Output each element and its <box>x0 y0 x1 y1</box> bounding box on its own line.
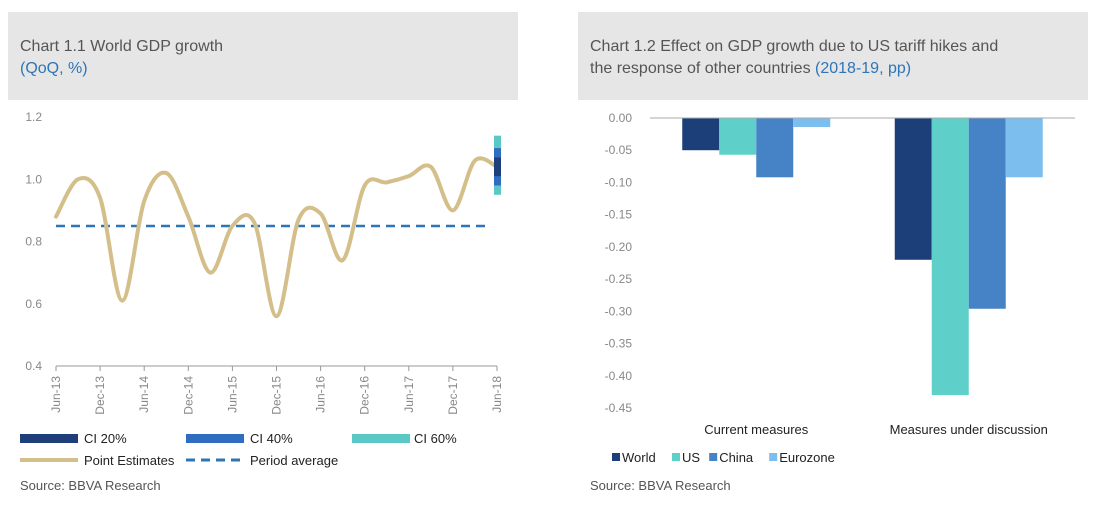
y-tick-label: -0.10 <box>605 175 633 189</box>
y-tick-label: -0.40 <box>605 369 633 383</box>
bar-us-discussion <box>931 118 969 396</box>
legend-label-china: China <box>719 450 754 465</box>
y-tick-label: 1.0 <box>25 172 42 186</box>
legend-label-ci20: CI 20% <box>84 431 127 446</box>
bar-china-discussion <box>968 118 1006 309</box>
legend-label-us: US <box>682 450 700 465</box>
legend-label-ci60: CI 60% <box>414 431 457 446</box>
legend-swatch-us <box>672 453 680 461</box>
chart-1-1-title-text: Chart 1.1 World GDP growth <box>20 38 224 55</box>
chart-1-2-title: Chart 1.2 Effect on GDP growth due to US… <box>590 36 998 80</box>
y-tick-label: -0.15 <box>605 208 633 222</box>
legend-swatch-ci40 <box>186 434 244 443</box>
bar-eurozone-discussion <box>1005 118 1043 178</box>
bar-us-current <box>719 118 757 155</box>
chart-1-2-panel: Chart 1.2 Effect on GDP growth due to US… <box>570 0 1098 508</box>
chart-1-1-title-box: Chart 1.1 World GDP growth (QoQ, %) <box>8 12 518 100</box>
x-tick-label: Jun-13 <box>49 376 63 413</box>
x-tick-label: Dec-16 <box>358 376 372 415</box>
legend-swatch-world <box>612 453 620 461</box>
legend-swatch-china <box>709 453 718 461</box>
bar-eurozone-current <box>793 118 831 128</box>
y-tick-label: 0.00 <box>609 111 633 125</box>
legend-swatch-eurozone <box>769 453 778 461</box>
point-estimates-line <box>54 156 499 319</box>
ci-band-ci20 <box>494 157 501 177</box>
chart-1-2-svg: 0.00 -0.05 -0.10 -0.15 -0.20 -0.25 -0.30 -0.35 -… <box>605 111 1075 465</box>
category-label: Current measures <box>704 422 809 437</box>
chart-1-2-title-box: Chart 1.2 Effect on GDP growth due to US… <box>578 12 1088 100</box>
chart-1-2-title-line2: the response of other countries <box>590 60 811 77</box>
bar-china-current <box>756 118 794 178</box>
y-tick-label: -0.45 <box>605 401 633 415</box>
bar-world-discussion <box>894 118 932 260</box>
chart-1-1-svg: 0.4 0.6 0.8 1.0 1.2 Jun-13 Dec-13 Jun-14 Dec-14… <box>20 110 504 468</box>
x-tick-label: Jun-17 <box>402 376 416 413</box>
x-tick-label: Jun-16 <box>314 376 328 413</box>
y-tick-label: -0.05 <box>605 143 633 157</box>
y-tick-label: -0.25 <box>605 272 633 286</box>
x-tick-label: Jun-15 <box>225 376 239 413</box>
legend-label-point-estimates: Point Estimates <box>84 453 175 468</box>
legend-label-period-average: Period average <box>250 453 338 468</box>
x-tick-label: Dec-14 <box>181 376 195 415</box>
category-label: Measures under discussion <box>890 422 1048 437</box>
legend-swatch-ci60 <box>352 434 410 443</box>
y-tick-label: 0.8 <box>25 235 42 249</box>
legend-label-eurozone: Eurozone <box>779 450 835 465</box>
y-tick-label: 0.4 <box>25 359 42 373</box>
y-tick-label: 1.2 <box>25 110 42 124</box>
y-tick-label: -0.20 <box>605 240 633 254</box>
chart-1-1-panel: Chart 1.1 World GDP growth (QoQ, %) 0.4 0… <box>0 0 530 508</box>
y-tick-label: 0.6 <box>25 297 42 311</box>
chart-1-1-title: Chart 1.1 World GDP growth (QoQ, %) <box>20 36 223 80</box>
x-tick-label: Jun-14 <box>137 376 151 413</box>
x-tick-label: Dec-13 <box>93 376 107 415</box>
y-tick-label: -0.35 <box>605 337 633 351</box>
bar-world-current <box>682 118 720 151</box>
chart-1-2-subtitle: (2018-19, pp) <box>815 60 912 77</box>
legend-label-world: World <box>622 450 656 465</box>
chart-1-1-legend: CI 20% CI 40% CI 60% Point Estimates Per… <box>20 431 457 468</box>
chart-1-2-source: Source: BBVA Research <box>590 478 731 493</box>
chart-1-2-title-line1: Chart 1.2 Effect on GDP growth due to US… <box>590 38 999 55</box>
legend-label-ci40: CI 40% <box>250 431 293 446</box>
chart-1-1-subtitle: (QoQ, %) <box>20 60 88 77</box>
x-tick-label: Dec-15 <box>270 376 284 415</box>
y-tick-label: -0.30 <box>605 304 633 318</box>
x-tick-label: Dec-17 <box>446 376 460 415</box>
legend-swatch-ci20 <box>20 434 78 443</box>
x-tick-label: Jun-18 <box>490 376 504 413</box>
chart-1-1-source: Source: BBVA Research <box>20 478 161 493</box>
